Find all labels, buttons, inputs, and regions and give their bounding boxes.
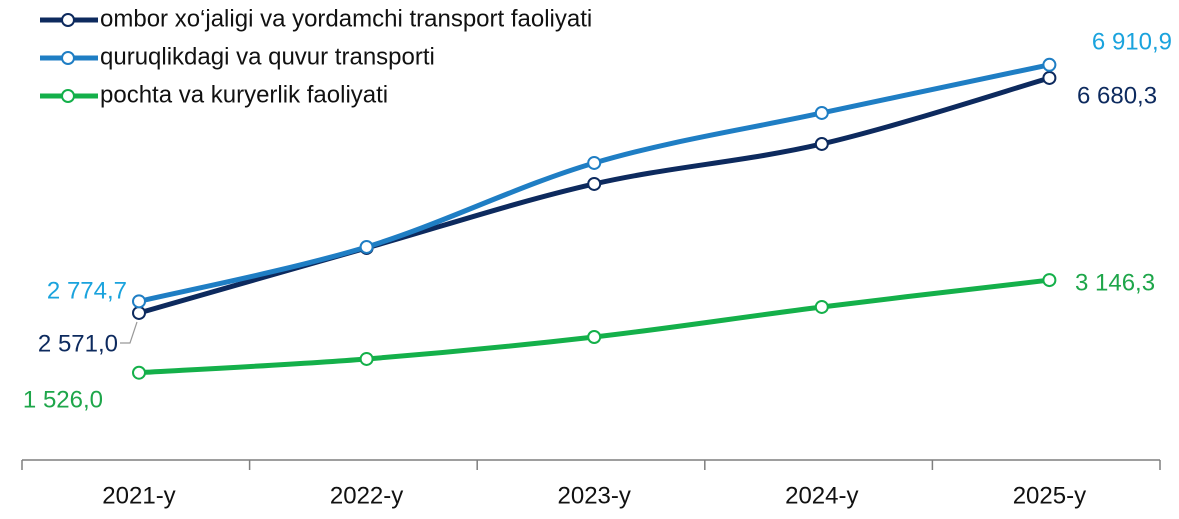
value-label: 6 680,3 bbox=[1077, 82, 1157, 109]
x-tick-label: 2022-y bbox=[330, 482, 403, 509]
legend-label: pochta va kuryerlik faoliyati bbox=[100, 81, 388, 108]
value-label: 2 774,7 bbox=[47, 277, 127, 304]
point bbox=[1042, 70, 1057, 85]
legend-marker bbox=[61, 51, 75, 65]
point bbox=[814, 136, 829, 151]
point bbox=[1042, 273, 1057, 288]
value-label: 2 571,0 bbox=[38, 330, 118, 357]
legend-marker bbox=[61, 13, 75, 27]
x-tick-label: 2025-y bbox=[1013, 482, 1086, 509]
point bbox=[359, 351, 374, 366]
point bbox=[814, 105, 829, 120]
point bbox=[587, 155, 602, 170]
series-line bbox=[138, 277, 1050, 376]
legend-marker bbox=[61, 89, 75, 103]
legend-label: ombor xo‘jaligi va yordamchi transport f… bbox=[100, 5, 592, 32]
value-label: 3 146,3 bbox=[1075, 269, 1155, 296]
point bbox=[132, 294, 146, 309]
value-label: 6 910,9 bbox=[1092, 28, 1172, 55]
point bbox=[132, 365, 146, 380]
point bbox=[132, 305, 146, 320]
legend-label: quruqlikdagi va quvur transporti bbox=[100, 43, 435, 70]
x-tick-label: 2023-y bbox=[558, 482, 631, 509]
point bbox=[814, 299, 829, 314]
point bbox=[587, 329, 602, 344]
value-label: 1 526,0 bbox=[23, 386, 103, 413]
point bbox=[359, 239, 374, 254]
point bbox=[587, 176, 602, 191]
point bbox=[1042, 57, 1057, 72]
x-tick-label: 2021-y bbox=[102, 482, 175, 509]
series-line bbox=[138, 75, 1051, 316]
x-tick-label: 2024-y bbox=[785, 482, 858, 509]
leader-line bbox=[120, 321, 138, 344]
